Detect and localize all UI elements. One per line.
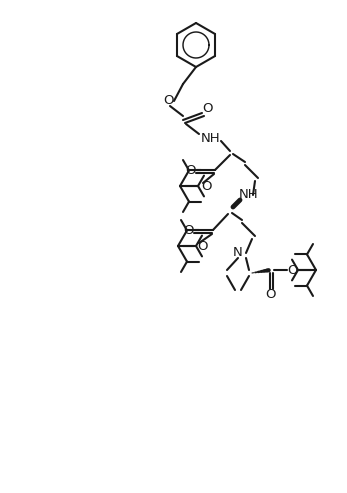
Text: O: O (186, 165, 196, 177)
Text: O: O (184, 224, 194, 238)
Text: O: O (198, 240, 208, 252)
Text: O: O (288, 263, 298, 277)
Text: O: O (202, 179, 212, 192)
Text: O: O (203, 103, 213, 115)
Text: O: O (164, 95, 174, 107)
Text: NH: NH (201, 132, 221, 144)
Text: N: N (233, 246, 243, 259)
Text: O: O (266, 288, 276, 302)
Text: NH: NH (239, 188, 259, 202)
